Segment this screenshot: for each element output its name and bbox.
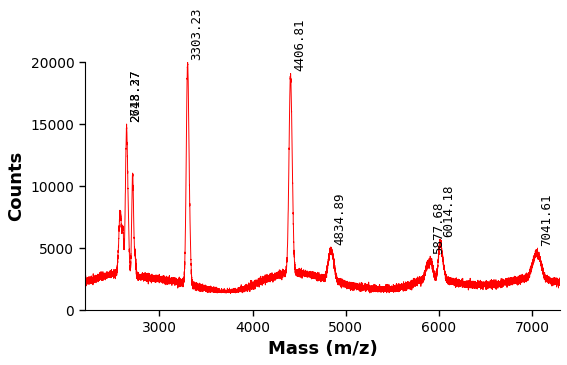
Text: 7041.61: 7041.61 — [540, 193, 553, 246]
Text: 4834.89: 4834.89 — [333, 192, 346, 245]
Text: 2713.37: 2713.37 — [129, 69, 142, 122]
X-axis label: Mass (m/z): Mass (m/z) — [268, 340, 377, 358]
Text: 4406.81: 4406.81 — [293, 19, 306, 71]
Text: 2648.27: 2648.27 — [129, 69, 142, 122]
Y-axis label: Counts: Counts — [7, 151, 25, 221]
Text: 6014.18: 6014.18 — [442, 184, 455, 237]
Text: 5877.68: 5877.68 — [433, 201, 446, 254]
Text: 3303.23: 3303.23 — [190, 7, 203, 60]
